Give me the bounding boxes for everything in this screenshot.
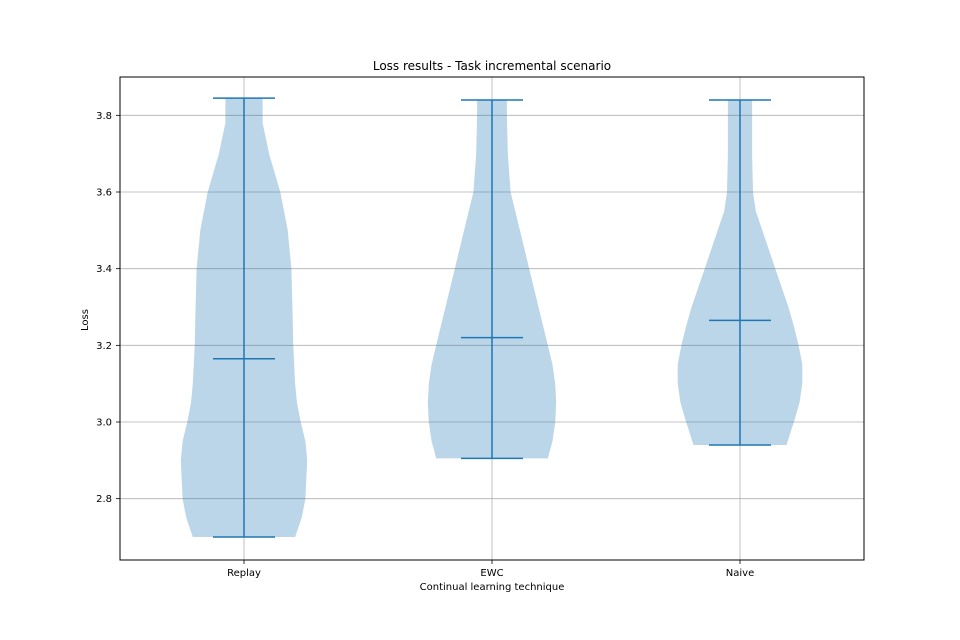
y-tick-label: 2.8 — [96, 494, 112, 505]
y-axis-label: Loss — [80, 309, 91, 331]
y-tick-label: 3.4 — [96, 264, 112, 275]
y-tick-label: 3.0 — [96, 418, 112, 429]
chart-title: Loss results - Task incremental scenario — [373, 59, 611, 73]
x-axis: Replay EWC Naive — [227, 560, 754, 579]
y-tick-label: 3.2 — [96, 341, 112, 352]
violins — [180, 97, 803, 538]
y-axis: 2.8 3.0 3.2 3.4 3.6 3.8 — [96, 111, 120, 505]
x-tick-label: Replay — [227, 568, 261, 579]
x-tick-label: Naive — [726, 568, 754, 579]
y-tick-label: 3.6 — [96, 188, 112, 199]
x-tick-label: EWC — [480, 568, 503, 579]
x-axis-label: Continual learning technique — [420, 582, 565, 593]
y-tick-label: 3.8 — [96, 111, 112, 122]
